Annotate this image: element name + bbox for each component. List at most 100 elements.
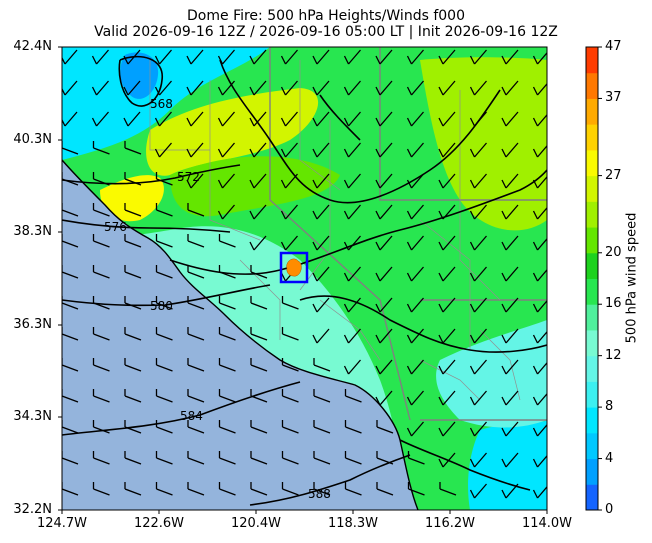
wind-fill-lime-east <box>420 57 547 231</box>
wind-barb <box>218 420 236 434</box>
wind-barb <box>501 173 519 189</box>
wind-barb <box>406 421 424 437</box>
lon-tick: 118.3W <box>327 516 379 531</box>
wind-barb <box>124 482 142 496</box>
wind-barb <box>406 328 424 344</box>
wind-barb <box>154 80 172 96</box>
wind-barb <box>280 204 298 220</box>
wind-barb <box>469 297 487 313</box>
wind-barb <box>218 327 236 341</box>
wind-barb <box>469 421 487 437</box>
colorbar-tick-label: 27 <box>605 167 622 183</box>
wind-barb <box>343 359 361 375</box>
terrain-contours <box>118 55 547 491</box>
wind-barb <box>313 420 331 434</box>
wind-barb <box>187 451 205 465</box>
wind-barb <box>312 80 330 96</box>
wind-barb <box>406 111 424 127</box>
lat-tick: 40.3N <box>13 132 52 147</box>
wind-barb <box>92 172 110 186</box>
wind-barb <box>187 420 205 434</box>
map-title: Dome Fire: 500 hPa Heights/Winds f000 <box>187 8 465 24</box>
wind-barb <box>469 204 487 220</box>
wind-barb <box>62 389 79 403</box>
wind-barb <box>501 421 519 437</box>
wind-barb <box>249 111 267 127</box>
wind-fill-yellow-coast <box>100 175 164 222</box>
wind-barb <box>123 80 141 96</box>
colorbar-segment <box>586 407 598 434</box>
wind-barb <box>186 80 204 96</box>
lon-tick: 122.6W <box>133 516 185 531</box>
colorbar-segment <box>586 201 598 228</box>
wind-barb <box>187 327 205 341</box>
wind-barb <box>91 80 109 96</box>
wind-barb <box>501 111 519 127</box>
colorbar-segment <box>586 329 598 357</box>
lat-tick: 36.3N <box>13 317 52 332</box>
wind-barb <box>532 299 547 313</box>
colorbar-segment <box>586 175 598 202</box>
wind-barb <box>186 142 204 158</box>
contour-label: 572 <box>177 170 200 184</box>
wind-barb <box>469 111 487 127</box>
wind-barb <box>92 203 110 217</box>
wind-barb <box>376 482 394 496</box>
wind-barb <box>438 204 456 220</box>
wind-barb <box>281 296 299 310</box>
wind-barb <box>218 265 236 279</box>
wind-barb <box>155 420 173 434</box>
wind-barb <box>155 482 173 496</box>
wind-barb <box>281 389 299 403</box>
lon-tick: 120.4W <box>230 516 282 531</box>
wind-barb <box>375 359 393 375</box>
wind-barb <box>469 483 487 499</box>
wind-barb <box>154 49 172 65</box>
wind-barb <box>343 142 361 158</box>
wind-barb <box>124 296 142 310</box>
colorbar-segment <box>586 355 598 382</box>
wind-barb <box>469 452 487 468</box>
wind-barb <box>124 234 142 248</box>
wind-barb <box>62 203 79 217</box>
wind-barb <box>155 327 173 341</box>
wind-barb <box>375 111 393 127</box>
axis-ticks <box>58 46 548 514</box>
wind-barb <box>217 173 235 189</box>
contour-label: 576 <box>104 220 127 234</box>
wind-barb <box>438 421 456 437</box>
wind-barb <box>343 204 361 220</box>
wind-barb <box>501 49 519 65</box>
wind-barb <box>124 358 142 372</box>
colorbar-tick-label: 4 <box>605 450 614 466</box>
wind-barb <box>532 392 547 406</box>
wind-barb <box>438 328 456 344</box>
wind-barb <box>280 173 298 189</box>
wind-barb <box>406 390 424 406</box>
wind-barb <box>280 49 298 65</box>
wind-barb <box>343 328 361 344</box>
wind-barb <box>250 420 268 434</box>
wind-barb <box>375 297 393 313</box>
wind-barb <box>249 204 267 220</box>
wind-barb <box>281 327 299 341</box>
wind-barb <box>62 80 78 96</box>
wind-barb <box>375 235 393 251</box>
wind-barb <box>154 111 172 127</box>
wind-barb <box>438 390 456 406</box>
colorbar-segment <box>586 124 598 151</box>
wind-barb <box>154 142 172 158</box>
wind-barb <box>313 389 331 403</box>
wind-barb <box>62 172 79 186</box>
wind-barb <box>250 482 268 496</box>
wind-barb <box>469 173 487 189</box>
wind-barb <box>62 141 79 155</box>
wind-barb <box>469 142 487 158</box>
wind-barb <box>344 482 362 496</box>
wind-barb <box>501 204 519 220</box>
wind-barb <box>124 389 142 403</box>
wind-barb <box>124 141 142 155</box>
wind-barb <box>312 111 330 127</box>
wind-barb <box>438 297 456 313</box>
wind-barb <box>313 482 331 496</box>
